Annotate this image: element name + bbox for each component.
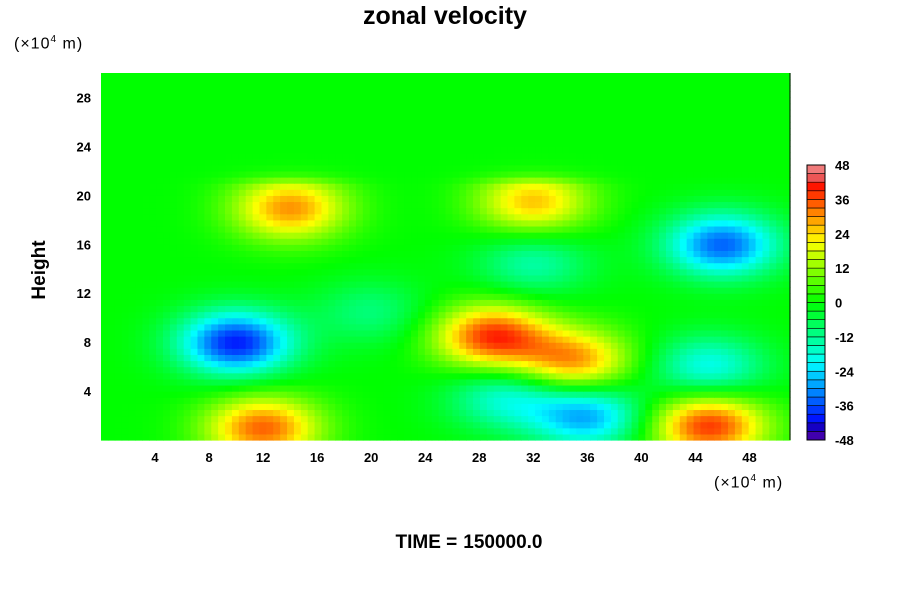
colorbar-tick-label: 12 [835, 261, 849, 276]
x-tick-label: 40 [634, 450, 648, 465]
colorbar-tick-label: 0 [835, 296, 842, 311]
colorbar-swatch [806, 336, 826, 346]
colorbar-swatch [806, 242, 826, 252]
colorbar-swatch [806, 345, 826, 355]
colorbar-swatch [806, 181, 826, 192]
colorbar-swatch [806, 413, 826, 424]
x-tick-label: 48 [742, 450, 756, 465]
x-axis-ticks: 4 8 12 16 20 24 28 32 36 40 44 48 [151, 450, 756, 465]
colorbar-swatch [806, 250, 826, 260]
colorbar-swatch [806, 199, 826, 209]
colorbar-tick-label: 48 [835, 158, 849, 173]
x-tick-label: 36 [580, 450, 594, 465]
colorbar-swatch [806, 319, 826, 329]
colorbar-swatch [806, 164, 826, 174]
x-axis-unit: (×104 m) [714, 473, 784, 492]
colorbar-swatch [806, 267, 826, 278]
y-axis-ticks: 4 8 12 16 20 24 28 [77, 90, 92, 399]
colorbar-tick-label: 24 [835, 227, 850, 242]
colorbar-swatch [806, 173, 826, 183]
colorbar-swatch [806, 302, 826, 312]
colorbar-swatch [806, 431, 826, 441]
colorbar-swatch [806, 190, 826, 200]
x-tick-label: 24 [418, 450, 433, 465]
colorbar-swatch [806, 293, 826, 303]
y-tick-label: 24 [77, 139, 92, 154]
colorbar-swatch [806, 285, 826, 295]
time-label: TIME = 150000.0 [395, 532, 543, 553]
colorbar-swatch [806, 259, 826, 269]
heatmap-field [101, 73, 791, 441]
y-tick-label: 12 [77, 286, 91, 301]
colorbar-tick-label: -48 [835, 433, 854, 448]
colorbar-swatch [806, 362, 826, 372]
y-tick-label: 16 [77, 237, 91, 252]
y-tick-label: 4 [84, 384, 92, 399]
colorbar-swatch [806, 379, 826, 389]
colorbar-swatch [806, 388, 826, 398]
colorbar-tick-label: 36 [835, 192, 849, 207]
y-tick-label: 28 [77, 90, 91, 105]
colorbar-swatch [806, 207, 826, 217]
colorbar-swatch [806, 370, 826, 381]
chart-title: zonal velocity [363, 2, 527, 30]
colorbar-swatch [806, 310, 826, 320]
colorbar-frame [806, 164, 826, 441]
colorbar-swatch [806, 422, 826, 432]
colorbar-swatch [806, 216, 826, 226]
colorbar-tick-label: -36 [835, 399, 854, 414]
y-tick-label: 8 [84, 335, 91, 350]
x-tick-label: 4 [151, 450, 159, 465]
colorbar [806, 164, 826, 441]
y-axis-unit: (×104 m) [14, 34, 84, 53]
colorbar-swatch [806, 233, 826, 243]
colorbar-swatch [806, 327, 826, 338]
colorbar-swatch [806, 353, 826, 363]
x-tick-label: 12 [256, 450, 270, 465]
x-tick-label: 28 [472, 450, 486, 465]
colorbar-tick-label: -24 [835, 364, 855, 379]
x-tick-label: 20 [364, 450, 378, 465]
x-tick-label: 8 [205, 450, 212, 465]
x-tick-label: 44 [688, 450, 703, 465]
x-tick-label: 16 [310, 450, 324, 465]
y-tick-label: 20 [77, 188, 91, 203]
colorbar-swatch [806, 276, 826, 286]
colorbar-swatch [806, 224, 826, 235]
colorbar-tick-label: -12 [835, 330, 854, 345]
colorbar-swatch [806, 396, 826, 406]
x-tick-label: 32 [526, 450, 540, 465]
colorbar-ticks: 48 36 24 12 0 -12 -24 -36 -48 [835, 158, 855, 448]
colorbar-swatch [806, 405, 826, 415]
